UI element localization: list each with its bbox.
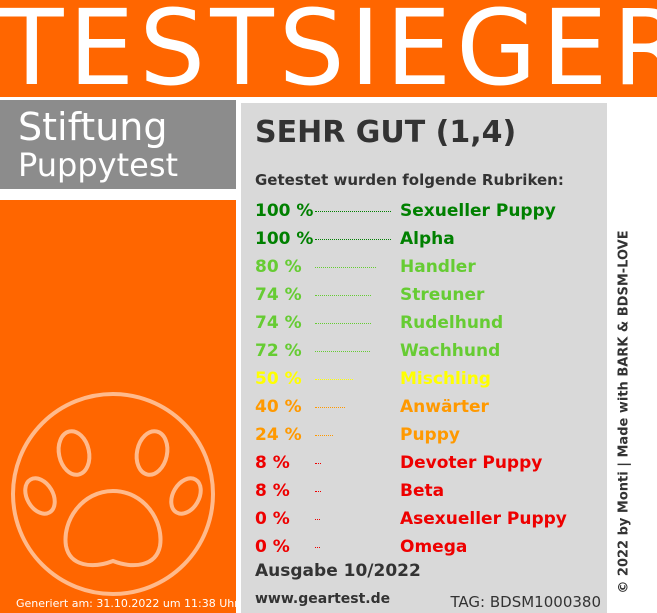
category-row: 0 % Omega bbox=[255, 533, 600, 561]
category-label: Beta bbox=[400, 481, 445, 501]
category-score-line bbox=[315, 239, 391, 240]
category-label: Alpha bbox=[400, 229, 455, 249]
category-label: Rudelhund bbox=[400, 313, 504, 333]
category-percent: 24 % bbox=[255, 425, 302, 445]
category-label: Devoter Puppy bbox=[400, 453, 543, 473]
category-percent: 8 % bbox=[255, 481, 290, 501]
category-row: 80 % Handler bbox=[255, 253, 600, 281]
category-label: Sexueller Puppy bbox=[400, 201, 556, 221]
category-score-line bbox=[315, 351, 370, 352]
category-score-line bbox=[315, 491, 321, 492]
left-column: Stiftung Puppytest Generiert am: 31.10.2… bbox=[0, 97, 239, 613]
category-percent: 50 % bbox=[255, 369, 302, 389]
brand-line-2: Puppytest bbox=[18, 146, 179, 184]
category-percent: 74 % bbox=[255, 285, 302, 305]
category-label: Handler bbox=[400, 257, 476, 277]
category-row: 100 % Sexueller Puppy bbox=[255, 197, 600, 225]
category-label: Mischling bbox=[400, 369, 491, 389]
category-row: 74 % Streuner bbox=[255, 281, 600, 309]
issue-label: Ausgabe 10/2022 bbox=[255, 561, 421, 581]
category-percent: 80 % bbox=[255, 257, 302, 277]
category-percent: 0 % bbox=[255, 509, 290, 529]
category-percent: 72 % bbox=[255, 341, 302, 361]
copyright-vertical: © 2022 by Monti | Made with BARK & BDSM-… bbox=[611, 213, 637, 611]
category-score-line bbox=[315, 267, 376, 268]
category-score-line bbox=[315, 379, 353, 380]
category-label: Anwärter bbox=[400, 397, 489, 417]
rating-panel: SEHR GUT (1,4) Getestet wurden folgende … bbox=[241, 103, 607, 613]
category-row: 0 % Asexueller Puppy bbox=[255, 505, 600, 533]
category-row: 24 % Puppy bbox=[255, 421, 600, 449]
tag-label: TAG: BDSM1000380 bbox=[450, 593, 601, 611]
category-score-line bbox=[315, 519, 320, 520]
category-score-line bbox=[315, 547, 320, 548]
category-percent: 100 % bbox=[255, 229, 314, 249]
category-percent: 8 % bbox=[255, 453, 290, 473]
category-percent: 40 % bbox=[255, 397, 302, 417]
category-label: Asexueller Puppy bbox=[400, 509, 567, 529]
website-label: www.geartest.de bbox=[255, 591, 391, 607]
category-score-line bbox=[315, 407, 345, 408]
category-score-line bbox=[315, 323, 371, 324]
page-title: TESTSIEGER bbox=[0, 0, 657, 97]
category-row: 40 % Anwärter bbox=[255, 393, 600, 421]
category-percent: 100 % bbox=[255, 201, 314, 221]
categories-intro: Getestet wurden folgende Rubriken: bbox=[255, 171, 564, 189]
brand-line-1: Stiftung bbox=[18, 105, 168, 149]
category-label: Omega bbox=[400, 537, 468, 557]
category-label: Puppy bbox=[400, 425, 460, 445]
orange-panel: Generiert am: 31.10.2022 um 11:38 Uhr bbox=[0, 200, 239, 613]
brand-box: Stiftung Puppytest bbox=[0, 100, 236, 189]
category-row: 8 % Devoter Puppy bbox=[255, 449, 600, 477]
category-score-line bbox=[315, 463, 321, 464]
overall-grade: SEHR GUT (1,4) bbox=[255, 115, 517, 150]
generated-timestamp: Generiert am: 31.10.2022 um 11:38 Uhr bbox=[16, 597, 239, 610]
category-row: 100 % Alpha bbox=[255, 225, 600, 253]
title-banner: TESTSIEGER bbox=[0, 0, 657, 97]
copyright-text: © 2022 by Monti | Made with BARK & BDSM-… bbox=[616, 230, 632, 594]
category-label: Wachhund bbox=[400, 341, 501, 361]
category-row: 72 % Wachhund bbox=[255, 337, 600, 365]
paw-icon bbox=[11, 392, 215, 596]
category-row: 74 % Rudelhund bbox=[255, 309, 600, 337]
category-row: 8 % Beta bbox=[255, 477, 600, 505]
category-score-line bbox=[315, 211, 391, 212]
category-score-line bbox=[315, 295, 371, 296]
category-score-line bbox=[315, 435, 333, 436]
category-row: 50 % Mischling bbox=[255, 365, 600, 393]
category-label: Streuner bbox=[400, 285, 485, 305]
category-percent: 74 % bbox=[255, 313, 302, 333]
category-percent: 0 % bbox=[255, 537, 290, 557]
